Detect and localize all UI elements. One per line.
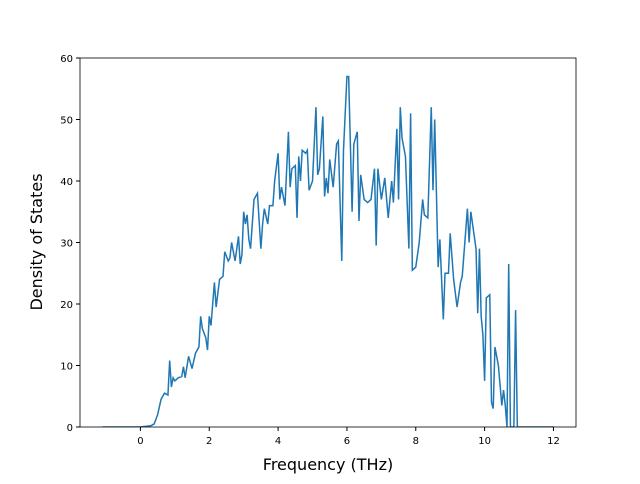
x-tick-label: 2 (206, 436, 212, 447)
y-axis-label: Density of States (27, 173, 46, 310)
y-tick-label: 60 (60, 54, 73, 65)
y-tick-label: 40 (60, 177, 73, 188)
y-tick-label: 50 (60, 116, 73, 127)
x-tick-label: 0 (137, 436, 143, 447)
x-tick-label: 4 (275, 436, 281, 447)
line (102, 75, 554, 427)
x-tick-label: 6 (344, 436, 350, 447)
y-tick-label: 0 (67, 423, 73, 434)
x-tick-label: 12 (547, 436, 560, 447)
x-axis-label: Frequency (THz) (263, 455, 393, 474)
y-tick-label: 20 (60, 300, 73, 311)
x-tick-label: 10 (478, 436, 491, 447)
y-tick-label: 10 (60, 362, 73, 373)
x-tick-label: 8 (413, 436, 419, 447)
y-tick-label: 30 (60, 239, 73, 250)
plot-frame (79, 57, 577, 428)
